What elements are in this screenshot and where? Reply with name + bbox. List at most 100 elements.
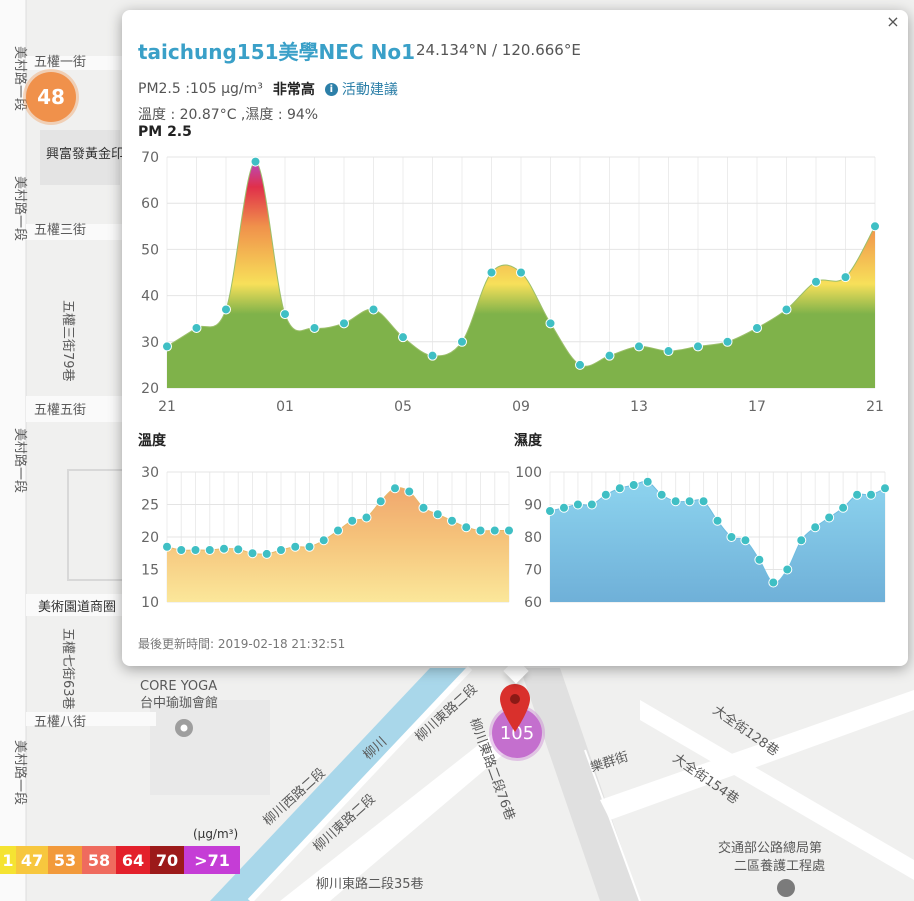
data-point[interactable] — [162, 541, 172, 552]
data-point[interactable] — [418, 502, 429, 513]
data-point[interactable] — [427, 350, 438, 361]
data-point[interactable] — [261, 548, 272, 559]
data-point[interactable] — [309, 322, 320, 333]
data-point[interactable] — [504, 525, 514, 536]
data-point[interactable] — [361, 512, 372, 523]
data-point[interactable] — [634, 341, 644, 352]
location-pin-icon[interactable] — [500, 684, 530, 732]
data-point[interactable] — [604, 350, 615, 361]
data-point[interactable] — [575, 359, 585, 370]
data-point[interactable] — [190, 545, 201, 555]
data-point[interactable] — [457, 336, 467, 347]
data-point[interactable] — [318, 535, 329, 546]
data-point[interactable] — [614, 483, 625, 494]
data-point[interactable] — [866, 489, 877, 500]
weather-summary: 溫度 : 20.87°C ,濕度 : 94% — [138, 107, 319, 123]
data-point[interactable] — [475, 525, 486, 536]
data-point[interactable] — [782, 564, 793, 575]
data-point[interactable] — [276, 545, 286, 555]
data-point[interactable] — [516, 267, 526, 278]
data-point[interactable] — [486, 267, 497, 278]
series-area — [550, 481, 885, 602]
data-point[interactable] — [811, 276, 821, 287]
data-point[interactable] — [572, 499, 583, 510]
place-pin-dot — [180, 724, 188, 732]
series-area — [167, 487, 509, 602]
data-point[interactable] — [390, 483, 400, 494]
data-point[interactable] — [880, 483, 890, 494]
data-point[interactable] — [280, 309, 290, 320]
y-tick-label: 70 — [524, 563, 542, 579]
data-point[interactable] — [290, 541, 301, 552]
data-point[interactable] — [586, 499, 597, 510]
data-point[interactable] — [304, 541, 315, 552]
data-point[interactable] — [398, 332, 408, 343]
data-point[interactable] — [796, 535, 807, 546]
data-point[interactable] — [339, 318, 349, 329]
data-point[interactable] — [824, 512, 835, 523]
station-cluster-marker[interactable]: 48 — [26, 72, 76, 122]
data-point[interactable] — [752, 322, 762, 333]
government-office-icon[interactable] — [777, 879, 795, 897]
data-point[interactable] — [545, 318, 556, 329]
legend-item: 64 — [116, 846, 150, 874]
legend-item: 70 — [150, 846, 184, 874]
data-point[interactable] — [545, 506, 555, 516]
y-tick-label: 25 — [141, 498, 159, 514]
data-point[interactable] — [219, 543, 229, 554]
close-button[interactable]: × — [886, 12, 900, 31]
x-tick-label: 13 — [630, 399, 648, 415]
data-point[interactable] — [663, 346, 674, 357]
data-point[interactable] — [642, 476, 653, 487]
activity-advice-link[interactable]: 活動建議 — [341, 82, 398, 98]
data-point[interactable] — [768, 577, 779, 588]
data-point[interactable] — [221, 304, 231, 315]
data-point[interactable] — [754, 554, 765, 565]
data-point[interactable] — [176, 545, 187, 555]
data-point[interactable] — [781, 304, 792, 315]
data-point[interactable] — [250, 156, 261, 167]
pm25-chart-title: PM 2.5 — [138, 124, 192, 140]
data-point[interactable] — [840, 272, 851, 283]
data-point[interactable] — [247, 548, 258, 559]
data-point[interactable] — [558, 502, 569, 513]
data-point[interactable] — [347, 515, 358, 526]
data-point[interactable] — [191, 322, 202, 333]
x-tick-label: 01 — [276, 399, 294, 415]
data-point[interactable] — [722, 336, 733, 347]
data-point[interactable] — [670, 496, 681, 507]
data-point[interactable] — [461, 522, 472, 533]
temperature-chart-title: 溫度 — [138, 433, 166, 449]
data-point[interactable] — [838, 502, 849, 513]
data-point[interactable] — [870, 221, 880, 232]
data-point[interactable] — [404, 486, 415, 497]
data-point[interactable] — [628, 480, 639, 490]
info-icon[interactable]: i — [324, 82, 338, 96]
y-tick-label: 15 — [141, 563, 159, 579]
selected-station-marker[interactable]: 105 — [492, 708, 542, 758]
data-point[interactable] — [375, 496, 386, 507]
data-point[interactable] — [489, 525, 500, 536]
data-point[interactable] — [447, 515, 457, 526]
data-point[interactable] — [726, 532, 737, 542]
map-label: 美村路一段 — [12, 428, 28, 493]
data-point[interactable] — [656, 489, 667, 500]
data-point[interactable] — [810, 522, 821, 533]
data-point[interactable] — [712, 515, 723, 526]
data-point[interactable] — [693, 341, 703, 352]
data-point[interactable] — [852, 489, 863, 500]
data-point[interactable] — [233, 544, 244, 555]
data-point[interactable] — [368, 304, 379, 315]
data-point[interactable] — [162, 341, 172, 352]
data-point[interactable] — [204, 545, 215, 555]
station-popup: × taichung151美學NEC No1 24.134°N / 120.66… — [122, 10, 908, 666]
data-point[interactable] — [740, 535, 751, 546]
data-point[interactable] — [333, 525, 343, 536]
data-point[interactable] — [684, 496, 695, 507]
y-tick-label: 30 — [141, 335, 159, 351]
y-tick-label: 20 — [141, 381, 159, 397]
legend-item: >71 — [184, 846, 240, 874]
data-point[interactable] — [698, 496, 709, 507]
data-point[interactable] — [600, 489, 611, 500]
data-point[interactable] — [432, 509, 443, 520]
